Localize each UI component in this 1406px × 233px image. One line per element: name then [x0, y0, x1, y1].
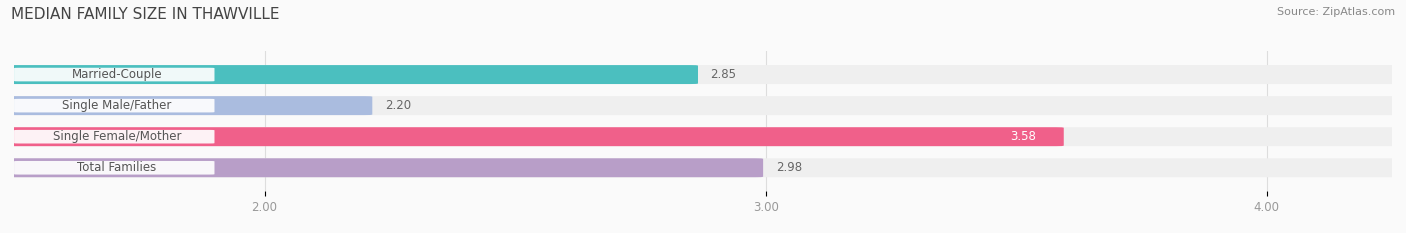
Text: Single Male/Father: Single Male/Father: [62, 99, 172, 112]
FancyBboxPatch shape: [7, 65, 1399, 84]
FancyBboxPatch shape: [14, 161, 215, 175]
Text: Source: ZipAtlas.com: Source: ZipAtlas.com: [1277, 7, 1395, 17]
Text: Single Female/Mother: Single Female/Mother: [52, 130, 181, 143]
FancyBboxPatch shape: [14, 130, 215, 144]
FancyBboxPatch shape: [7, 96, 1399, 115]
FancyBboxPatch shape: [7, 158, 763, 177]
FancyBboxPatch shape: [7, 127, 1064, 146]
Text: Married-Couple: Married-Couple: [72, 68, 162, 81]
Text: 2.20: 2.20: [385, 99, 411, 112]
FancyBboxPatch shape: [7, 65, 697, 84]
FancyBboxPatch shape: [7, 96, 373, 115]
Text: 3.58: 3.58: [1011, 130, 1036, 143]
Text: Total Families: Total Families: [77, 161, 156, 174]
FancyBboxPatch shape: [7, 158, 1399, 177]
Text: 2.85: 2.85: [710, 68, 737, 81]
FancyBboxPatch shape: [14, 68, 215, 81]
Text: 2.98: 2.98: [776, 161, 801, 174]
Text: MEDIAN FAMILY SIZE IN THAWVILLE: MEDIAN FAMILY SIZE IN THAWVILLE: [11, 7, 280, 22]
FancyBboxPatch shape: [7, 127, 1399, 146]
FancyBboxPatch shape: [14, 99, 215, 113]
